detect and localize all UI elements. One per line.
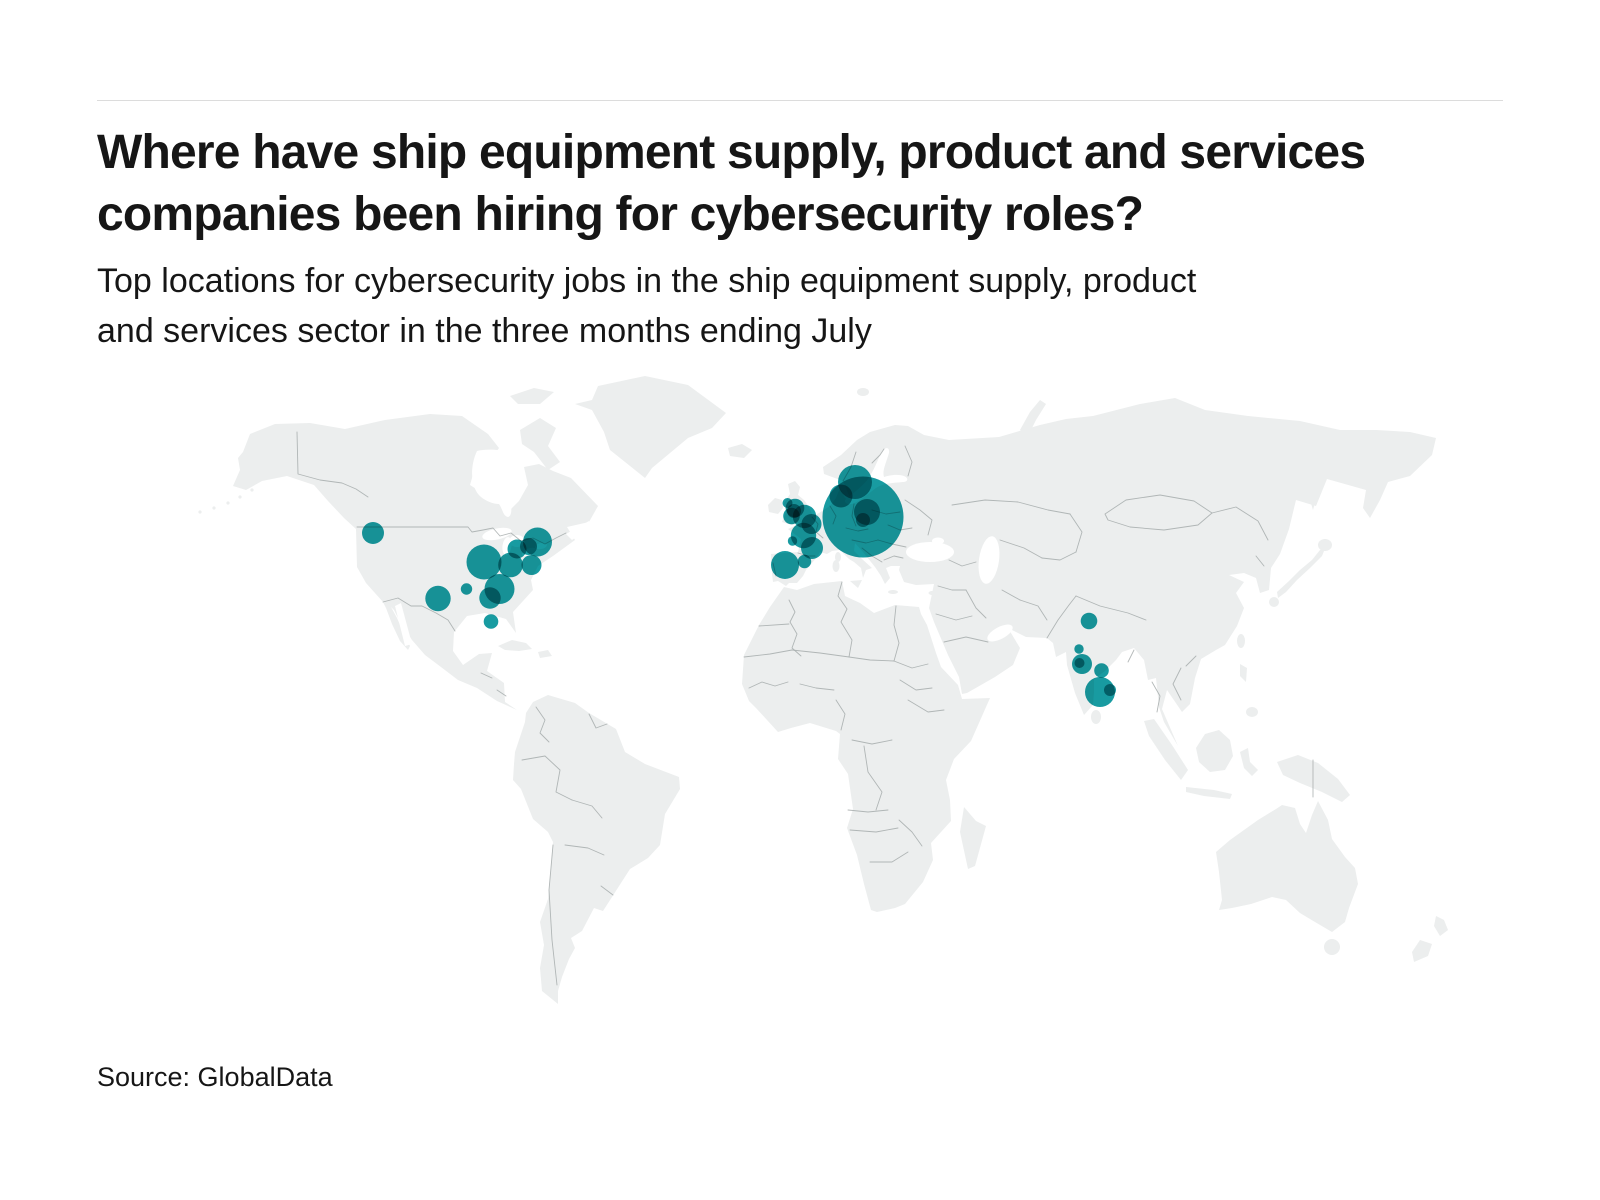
island-nz-south [1412,940,1432,962]
island-borneo [1196,730,1233,772]
bubble-us-northwest [362,522,384,544]
island-tasmania [1324,939,1340,955]
bubble-us-midwest [466,544,502,580]
island-victoria [420,416,462,436]
bubble-es-madrid-area [771,551,799,579]
island-kyushu [1269,597,1279,607]
island-sicily [850,580,862,588]
bubble-in-delhi-area [1080,612,1098,630]
subtitle-line-2: and services sector in the three months … [97,312,872,350]
aleutian-islands [198,488,254,514]
island-ireland [768,498,783,514]
island-sardinia [832,560,840,572]
bubble-uk-midlands [787,504,801,518]
landmass-south-america [513,695,680,1004]
bubble-us-new-york-area [521,555,542,575]
bubble-in-south [1085,677,1115,707]
bubble-in-gujarat [1074,644,1084,654]
lake-superior [482,527,512,541]
island-novaya-zemlya [1020,400,1046,436]
island-hokkaido [1318,539,1332,551]
island-luzon [1240,664,1247,682]
landmass-greenland [575,376,726,478]
island-cuba [498,640,532,651]
island-svalbard [857,388,869,396]
island-taiwan [1237,634,1245,648]
hudson-bay [472,449,523,517]
island-madagascar [960,807,986,869]
bubble-es-northeast [797,554,812,569]
island-baffin [520,418,560,470]
source-attribution: Source: GlobalData [97,1062,333,1092]
page-title: Where have ship equipment supply, produc… [97,122,1366,246]
job-location-bubbles [362,465,1116,707]
island-crete [888,590,898,594]
sea-of-azov [932,537,944,545]
gulf-of-california [395,603,412,646]
landmass-north-america [233,414,598,710]
island-sumatra [1144,719,1188,780]
top-divider [97,100,1503,101]
island-mindanao [1246,707,1258,717]
island-iceland [728,444,752,458]
bubble-us-southeast [479,587,501,609]
island-sakhalin [1310,462,1325,510]
landmass-australia [1216,801,1358,932]
bubble-ca-ottawa-area [520,538,537,555]
island-honshu [1277,546,1326,598]
bubble-eu-central-inner-b [856,513,870,527]
caspian-sea [978,536,1000,584]
island-java [1186,787,1232,799]
bubble-fr-southeast [801,537,823,559]
title-line-1: Where have ship equipment supply, produc… [97,126,1366,179]
island-corsica [835,552,841,562]
subtitle-line-1: Top locations for cybersecurity jobs in … [97,262,1197,300]
bubble-us-florida [483,614,499,629]
island-new-guinea [1277,755,1350,802]
black-sea [906,542,954,562]
landmasses [198,376,1448,1004]
bubble-in-south-inner [1104,684,1116,696]
island-nz-north [1434,916,1448,936]
bubble-in-pune-area [1094,663,1109,678]
bubble-us-tennessee-area [460,583,473,595]
island-sri-lanka [1091,710,1101,724]
title-line-2: companies been hiring for cybersecurity … [97,188,1144,241]
bubble-fr-west [787,536,798,546]
island-hispaniola [538,650,552,658]
bubble-in-mumbai-inner [1074,658,1085,668]
st-lawrence-gulf [566,521,592,540]
landmass-eurasia [771,398,1436,746]
island-ellesmere [510,388,554,404]
island-sulawesi [1240,748,1258,776]
bubble-eu-north-germany [829,484,853,508]
island-cyprus [928,591,936,595]
bubble-us-texas [425,585,451,612]
bubble-us-upstate-ny [498,552,523,578]
page-subtitle: Top locations for cybersecurity jobs in … [97,256,1196,356]
persian-gulf [987,624,1013,642]
